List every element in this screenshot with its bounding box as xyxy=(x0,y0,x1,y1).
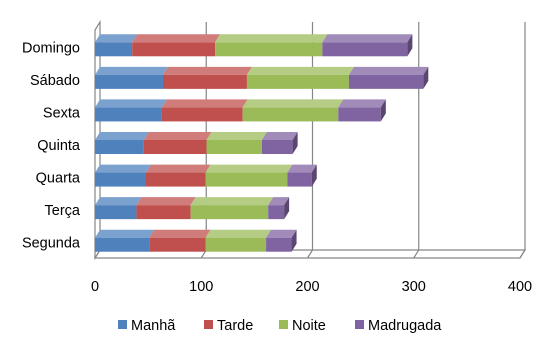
bar-top xyxy=(322,34,413,43)
floor-gridline xyxy=(519,249,526,259)
legend-item: Noite xyxy=(279,318,326,334)
bar-segment xyxy=(242,107,339,122)
bar-top xyxy=(95,229,155,238)
x-tick-label: 0 xyxy=(91,279,99,295)
bar-top xyxy=(338,99,386,108)
bar-segment xyxy=(268,205,285,220)
bars-group xyxy=(95,34,429,252)
bar-top xyxy=(242,99,344,108)
bar-end xyxy=(407,34,413,57)
category-label: Quinta xyxy=(37,138,81,154)
bar-top xyxy=(205,229,272,238)
bar-segment xyxy=(287,172,312,187)
bar-segment xyxy=(338,107,381,122)
bar-segment xyxy=(95,172,146,187)
legend-item: Tarde xyxy=(204,318,253,334)
bar-top xyxy=(132,34,221,43)
bar-segment xyxy=(95,205,137,220)
bar-segment xyxy=(246,74,349,89)
bar-segment xyxy=(95,237,150,252)
bar-segment xyxy=(261,140,293,154)
category-labels: Segunda Terça Quarta Quinta Sexta Sábado Domin… xyxy=(22,40,81,251)
category-label: Terça xyxy=(45,203,81,219)
bar-top xyxy=(161,99,248,108)
bar-segment xyxy=(163,74,247,89)
floor-gridline xyxy=(306,249,314,259)
bar-segment xyxy=(322,42,408,57)
bar-end xyxy=(284,197,290,220)
x-tick-label: 100 xyxy=(189,279,213,295)
floor-gridline xyxy=(413,249,420,259)
bar-segment xyxy=(149,237,206,252)
bar-top xyxy=(149,229,211,238)
category-label: Domingo xyxy=(22,40,80,56)
bar-segment xyxy=(95,107,162,122)
bar-segment xyxy=(190,205,269,220)
legend: Manhã Tarde Noite Madrugada xyxy=(118,318,442,334)
bar-segment xyxy=(266,237,292,252)
category-label: Segunda xyxy=(22,236,81,252)
bar-segment xyxy=(95,140,144,154)
bar-segment xyxy=(215,42,323,57)
bar-top xyxy=(190,197,274,206)
x-tick-labels: 0 100 200 300 400 xyxy=(91,279,532,295)
bar-segment xyxy=(348,74,424,89)
bar-segment xyxy=(143,140,207,154)
x-tick-label: 300 xyxy=(402,279,426,295)
x-tick-label: 400 xyxy=(508,279,532,295)
bar-top xyxy=(205,164,293,173)
legend-label: Noite xyxy=(292,318,326,334)
bar-end xyxy=(423,66,429,89)
bar-top xyxy=(163,66,252,75)
bar-end xyxy=(291,229,297,252)
legend-label: Madrugada xyxy=(368,318,442,334)
bar-top xyxy=(143,132,212,140)
bar-top xyxy=(146,164,211,173)
bar-top xyxy=(95,66,168,75)
bar-top xyxy=(266,229,297,238)
bar-top xyxy=(95,99,167,108)
bar-top xyxy=(268,197,290,206)
legend-label: Tarde xyxy=(217,318,253,334)
category-label: Sexta xyxy=(43,105,81,121)
bar-segment xyxy=(95,42,133,57)
bar-top xyxy=(206,132,267,140)
legend-swatch xyxy=(204,320,213,329)
bar-top xyxy=(136,197,196,206)
bar-top xyxy=(215,34,328,43)
category-label: Sábado xyxy=(30,73,80,89)
bar-top xyxy=(95,197,142,206)
bar-top xyxy=(246,66,354,75)
bar-top xyxy=(95,34,138,43)
legend-swatch xyxy=(279,320,288,329)
bar-segment xyxy=(205,237,267,252)
bar-segment xyxy=(161,107,243,122)
bar-end xyxy=(292,132,298,154)
bar-segment xyxy=(146,172,206,187)
bar-top xyxy=(261,132,298,140)
bar-segment xyxy=(206,140,262,154)
bar-segment xyxy=(205,172,288,187)
bar-segment xyxy=(132,42,216,57)
category-label: Quarta xyxy=(36,171,81,187)
bar-top xyxy=(287,164,317,173)
legend-swatch xyxy=(355,320,364,329)
bar-end xyxy=(380,99,386,122)
legend-item: Manhã xyxy=(118,318,176,334)
bar-end xyxy=(311,164,317,187)
legend-swatch xyxy=(118,320,127,329)
bar-top xyxy=(95,132,149,140)
x-tick-label: 200 xyxy=(295,279,319,295)
bar-top xyxy=(348,66,429,75)
bar-segment xyxy=(95,74,163,89)
legend-item: Madrugada xyxy=(355,318,442,334)
bar-top xyxy=(95,164,151,173)
bar-segment xyxy=(136,205,191,220)
legend-label: Manhã xyxy=(131,318,176,334)
